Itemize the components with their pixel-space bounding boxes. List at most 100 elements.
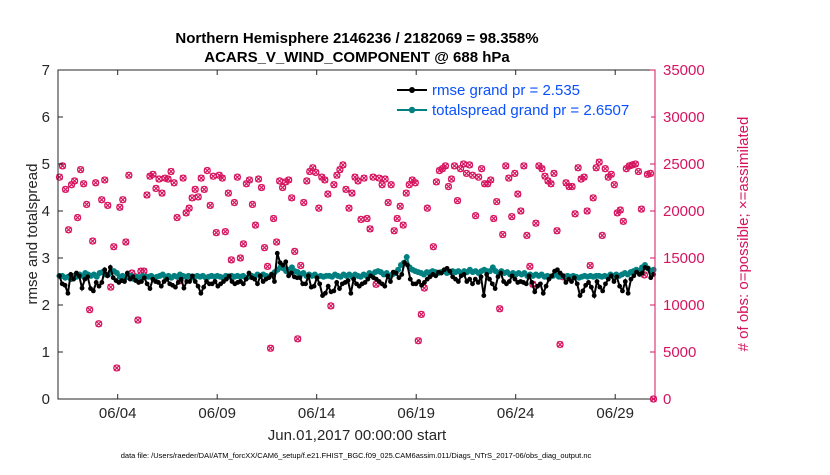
obs-assimilated-marker bbox=[261, 244, 268, 251]
obs-assimilated-marker bbox=[155, 175, 163, 183]
rmse-point bbox=[487, 276, 492, 282]
obs-assimilated-marker bbox=[294, 335, 301, 343]
obs-point bbox=[523, 231, 531, 240]
obs-point bbox=[76, 165, 85, 174]
obs-assimilated-marker bbox=[228, 256, 235, 264]
obs-possible-marker bbox=[152, 184, 160, 193]
legend-rmse-label: rmse grand pr = 2.535 bbox=[432, 82, 580, 99]
rmse-point bbox=[478, 274, 484, 280]
y-left-tick-label: 1 bbox=[42, 344, 50, 361]
obs-possible-marker bbox=[312, 168, 320, 177]
obs-point bbox=[453, 197, 462, 205]
obs-possible-marker bbox=[474, 173, 483, 181]
rmse-point bbox=[470, 281, 475, 287]
rmse-point bbox=[586, 280, 591, 285]
rmse-point bbox=[416, 279, 422, 284]
rmse-point bbox=[173, 284, 178, 290]
obs-point bbox=[113, 364, 121, 372]
obs-assimilated-marker bbox=[514, 190, 522, 198]
obs-point bbox=[206, 201, 214, 210]
rmse-point bbox=[303, 281, 308, 287]
rmse-point bbox=[314, 275, 320, 281]
obs-point bbox=[432, 178, 441, 186]
obs-possible-marker bbox=[342, 185, 350, 194]
obs-assimilated-marker bbox=[487, 176, 494, 184]
obs-assimilated-marker bbox=[179, 174, 187, 182]
obs-point bbox=[592, 164, 600, 172]
rmse-point bbox=[605, 276, 611, 282]
rmse-point bbox=[272, 279, 277, 284]
obs-assimilated-marker bbox=[568, 183, 576, 190]
obs-assimilated-marker bbox=[424, 204, 431, 212]
obs-assimilated-marker bbox=[330, 181, 338, 188]
obs-possible-marker bbox=[556, 340, 564, 349]
rmse-point bbox=[523, 281, 529, 287]
obs-assimilated-marker bbox=[472, 212, 479, 219]
obs-possible-marker bbox=[269, 214, 278, 223]
rmse-point bbox=[475, 280, 481, 285]
obs-assimilated-marker bbox=[197, 174, 205, 182]
totalspread-point bbox=[650, 266, 657, 273]
obs-possible-marker bbox=[98, 196, 106, 204]
obs-possible-marker bbox=[574, 164, 582, 172]
obs-possible-marker bbox=[493, 197, 501, 206]
rmse-point bbox=[594, 279, 600, 284]
y-right-tick-label: 35000 bbox=[663, 62, 705, 79]
obs-assimilated-marker bbox=[580, 173, 588, 181]
obs-possible-marker bbox=[89, 237, 97, 245]
obs-assimilated-marker bbox=[445, 183, 452, 190]
obs-possible-marker bbox=[227, 256, 236, 264]
obs-possible-marker bbox=[429, 243, 438, 251]
obs-assimilated-marker bbox=[185, 204, 193, 212]
obs-assimilated-marker bbox=[508, 213, 516, 220]
obs-possible-marker bbox=[402, 189, 410, 197]
obs-possible-marker bbox=[245, 176, 254, 184]
obs-assimilated-marker bbox=[469, 172, 476, 179]
obs-possible-marker bbox=[502, 162, 510, 170]
y-axis-label-left: rmse and totalspread bbox=[24, 164, 41, 305]
obs-possible-marker bbox=[637, 205, 646, 213]
rmse-point bbox=[226, 273, 232, 279]
obs-point bbox=[321, 176, 329, 184]
obs-point bbox=[179, 174, 187, 182]
obs-possible-marker bbox=[86, 306, 94, 314]
obs-assimilated-marker bbox=[611, 181, 618, 188]
obs-possible-marker bbox=[381, 175, 389, 183]
obs-point bbox=[327, 302, 335, 310]
obs-possible-marker bbox=[158, 189, 166, 197]
rmse-point bbox=[156, 280, 161, 285]
obs-point bbox=[251, 221, 260, 229]
rmse-point bbox=[608, 273, 614, 279]
obs-assimilated-marker bbox=[297, 262, 304, 269]
obs-point bbox=[212, 228, 220, 237]
obs-assimilated-marker bbox=[270, 215, 277, 222]
rmse-point bbox=[506, 279, 512, 284]
obs-possible-marker bbox=[324, 190, 332, 198]
rmse-point bbox=[243, 276, 249, 282]
rmse-point bbox=[481, 293, 487, 298]
obs-assimilated-marker bbox=[107, 283, 114, 291]
rmse-point bbox=[283, 259, 289, 265]
obs-point bbox=[411, 179, 419, 187]
rmse-point bbox=[164, 276, 170, 282]
obs-assimilated-marker bbox=[222, 228, 229, 235]
obs-assimilated-marker bbox=[234, 173, 241, 181]
obs-assimilated-marker bbox=[430, 243, 437, 250]
obs-assimilated-marker bbox=[158, 189, 166, 197]
rmse-point bbox=[178, 276, 184, 282]
obs-assimilated-marker bbox=[532, 219, 540, 227]
y-right-tick-label: 0 bbox=[663, 391, 671, 408]
obs-point bbox=[580, 173, 588, 181]
obs-possible-marker bbox=[360, 174, 368, 182]
plot-area bbox=[58, 70, 655, 399]
obs-assimilated-marker bbox=[571, 210, 579, 218]
obs-assimilated-marker bbox=[635, 168, 642, 175]
obs-possible-marker bbox=[101, 176, 109, 184]
obs-possible-marker bbox=[251, 221, 260, 229]
obs-assimilated-marker bbox=[632, 160, 639, 168]
obs-assimilated-marker bbox=[403, 189, 410, 197]
rmse-point bbox=[546, 276, 552, 282]
obs-point bbox=[601, 165, 609, 173]
obs-possible-marker bbox=[200, 185, 208, 194]
obs-point bbox=[92, 179, 100, 187]
